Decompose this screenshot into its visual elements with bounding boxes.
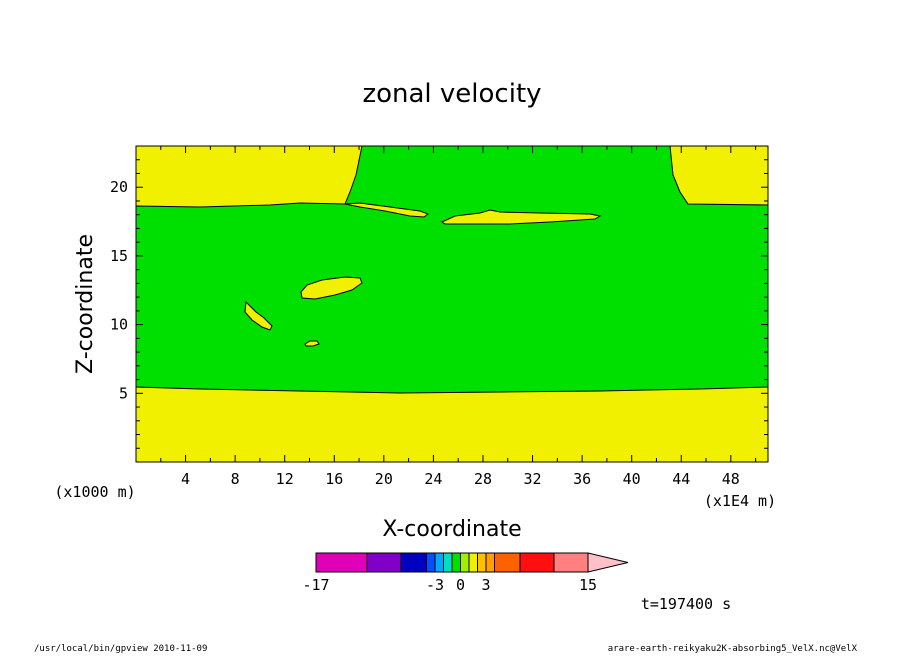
x-axis-unit: (x1E4 m) bbox=[704, 492, 776, 510]
x-tick-label: 36 bbox=[573, 470, 591, 488]
x-tick-label: 48 bbox=[722, 470, 740, 488]
x-tick-label: 28 bbox=[474, 470, 492, 488]
plot-area bbox=[135, 145, 769, 463]
x-tick-label: 44 bbox=[672, 470, 690, 488]
y-tick-label: 5 bbox=[119, 384, 128, 402]
colorbar-bin bbox=[485, 552, 495, 573]
colorbar-bin bbox=[494, 552, 521, 573]
colorbar-arrow bbox=[587, 552, 629, 573]
chart-title: zonal velocity bbox=[362, 79, 541, 109]
colorbar-bin bbox=[366, 552, 402, 573]
colorbar-tick-label: -17 bbox=[302, 576, 329, 594]
colorbar-bin bbox=[443, 552, 453, 573]
x-tick-label: 40 bbox=[623, 470, 641, 488]
x-tick-label: 20 bbox=[375, 470, 393, 488]
colorbar bbox=[315, 552, 629, 573]
y-tick-label: 20 bbox=[110, 178, 128, 196]
x-axis-label: X-coordinate bbox=[382, 517, 521, 542]
x-tick-label: 24 bbox=[424, 470, 442, 488]
y-axis-label: Z-coordinate bbox=[73, 234, 98, 374]
contour-island-blob-3 bbox=[304, 340, 320, 347]
colorbar-bin bbox=[553, 552, 589, 573]
contour-island-tongue-right bbox=[440, 209, 602, 225]
x-tick-label: 16 bbox=[325, 470, 343, 488]
colorbar-bin bbox=[468, 552, 478, 573]
colorbar-tick-label: 3 bbox=[481, 576, 490, 594]
y-tick-label: 15 bbox=[110, 247, 128, 265]
colorbar-bin bbox=[400, 552, 427, 573]
contour-island-blob-1 bbox=[300, 276, 363, 300]
y-axis-unit: (x1000 m) bbox=[54, 483, 135, 501]
y-tick-label: 10 bbox=[110, 316, 128, 334]
x-tick-label: 32 bbox=[524, 470, 542, 488]
y-axis-ticks: 5 10 15 20 bbox=[110, 159, 768, 449]
plot-frame bbox=[135, 145, 769, 463]
colorbar-tick-label: 15 bbox=[579, 576, 597, 594]
contour-island-tongue-left bbox=[344, 202, 430, 218]
x-axis-ticks: 4 8 12 16 20 24 28 32 36 40 44 48 bbox=[160, 146, 757, 488]
time-label: t=197400 s bbox=[641, 595, 731, 613]
colorbar-bin bbox=[460, 552, 470, 573]
colorbar-tick-labels: -17 -3 0 3 15 bbox=[302, 576, 597, 594]
colorbar-bin bbox=[477, 552, 487, 573]
colorbar-bin bbox=[519, 552, 555, 573]
x-tick-label: 12 bbox=[276, 470, 294, 488]
x-tick-label: 4 bbox=[181, 470, 190, 488]
x-tick-label: 8 bbox=[231, 470, 240, 488]
footer-right: arare-earth-reikyaku2K-absorbing5_VelX.n… bbox=[608, 644, 858, 654]
contour-island-blob-2 bbox=[244, 300, 273, 331]
colorbar-bin bbox=[315, 552, 368, 573]
contour-region-green bbox=[135, 145, 769, 394]
colorbar-tick-label: -3 bbox=[426, 576, 444, 594]
colorbar-tick-label: 0 bbox=[456, 576, 465, 594]
colorbar-bin bbox=[434, 552, 444, 573]
colorbar-bin bbox=[426, 552, 436, 573]
footer-left: /usr/local/bin/gpview 2010-11-09 bbox=[34, 644, 207, 654]
colorbar-bin bbox=[451, 552, 461, 573]
